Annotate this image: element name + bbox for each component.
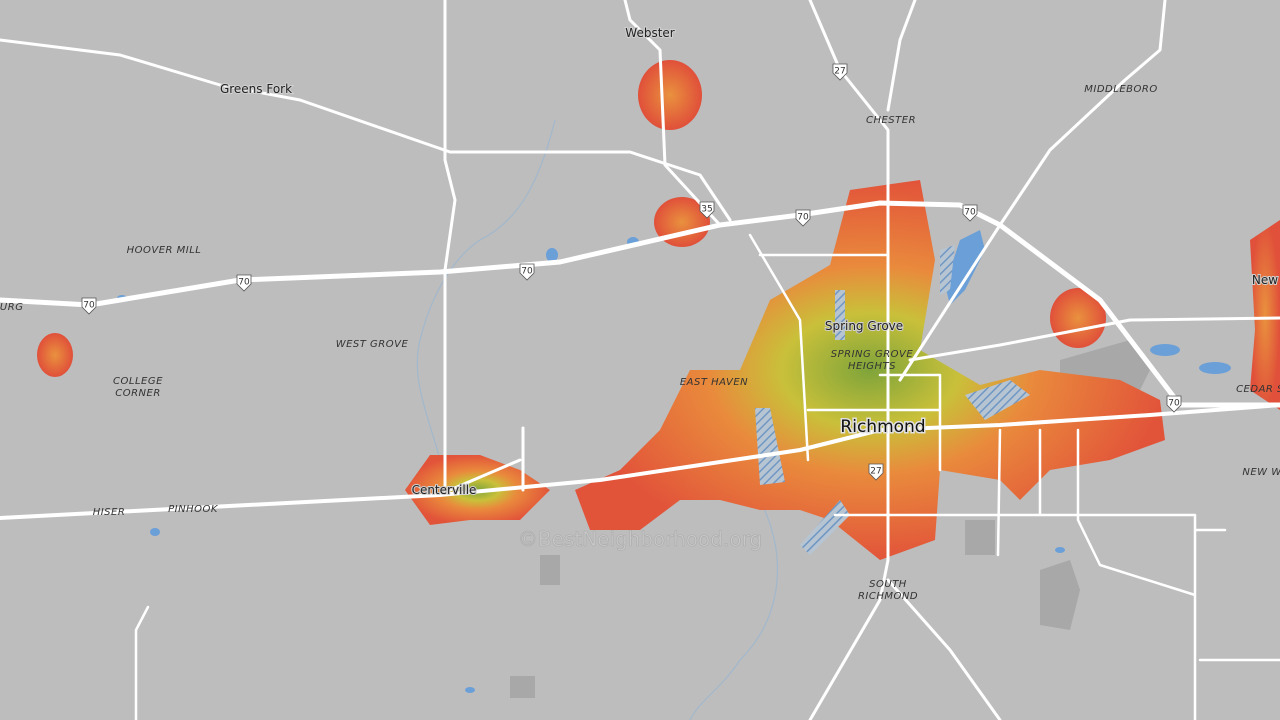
place-label: HEIGHTS bbox=[848, 361, 896, 372]
place-label: CHESTER bbox=[866, 115, 916, 126]
place-label: Webster bbox=[625, 26, 675, 40]
shield-label: 35 bbox=[701, 205, 712, 215]
place-label: Greens Fork bbox=[220, 82, 292, 96]
place-labels: Webster Greens Fork CHESTER MIDDLEBORO H… bbox=[0, 25, 1280, 602]
place-label: Richmond bbox=[840, 417, 925, 437]
place-label: SOUTH bbox=[869, 579, 907, 590]
shield-icon bbox=[962, 204, 978, 222]
place-label: Spring Grove bbox=[825, 319, 903, 333]
shield-label: 70 bbox=[964, 208, 976, 218]
place-label: New bbox=[1252, 273, 1278, 287]
highway-shields: 27 27 35 70 70 70 70 70 70 bbox=[81, 63, 1182, 481]
heat-blobs bbox=[37, 60, 1280, 560]
shield-icon bbox=[1166, 395, 1182, 413]
place-label: HOOVER MILL bbox=[127, 245, 202, 256]
shield-label: 70 bbox=[238, 278, 250, 288]
shield-label: 70 bbox=[83, 301, 95, 311]
watermark: ©BestNeighborhood.org bbox=[518, 527, 762, 551]
water bbox=[117, 230, 1231, 693]
shield-icon bbox=[868, 463, 884, 481]
shield-icon bbox=[519, 263, 535, 281]
shield-label: 27 bbox=[870, 467, 881, 477]
shield-label: 70 bbox=[797, 213, 809, 223]
shield-icon bbox=[81, 297, 97, 315]
shield-label: 27 bbox=[834, 67, 845, 77]
place-label: RICHMOND bbox=[858, 591, 918, 602]
shield-label: 70 bbox=[1168, 399, 1180, 409]
place-label: PINHOOK bbox=[168, 504, 219, 515]
shield-icon bbox=[795, 209, 811, 227]
place-label: NEW W bbox=[1242, 467, 1280, 478]
shield-icon bbox=[832, 63, 848, 81]
place-label: SPRING GROVE bbox=[831, 349, 914, 360]
shield-icon bbox=[699, 201, 715, 219]
place-label: CEDAR S bbox=[1236, 384, 1280, 395]
place-label: MIDDLEBORO bbox=[1084, 84, 1157, 95]
shield-label: 70 bbox=[521, 267, 533, 277]
shield-icon bbox=[236, 274, 252, 292]
place-label: COLLEGE bbox=[113, 376, 163, 387]
place-label: HISER bbox=[93, 507, 126, 518]
place-label: EAST HAVEN bbox=[680, 377, 748, 388]
place-label: Centerville bbox=[412, 483, 477, 497]
place-label: BURG bbox=[0, 302, 23, 313]
place-label: WEST GROVE bbox=[336, 339, 409, 350]
place-label: CORNER bbox=[115, 388, 161, 399]
